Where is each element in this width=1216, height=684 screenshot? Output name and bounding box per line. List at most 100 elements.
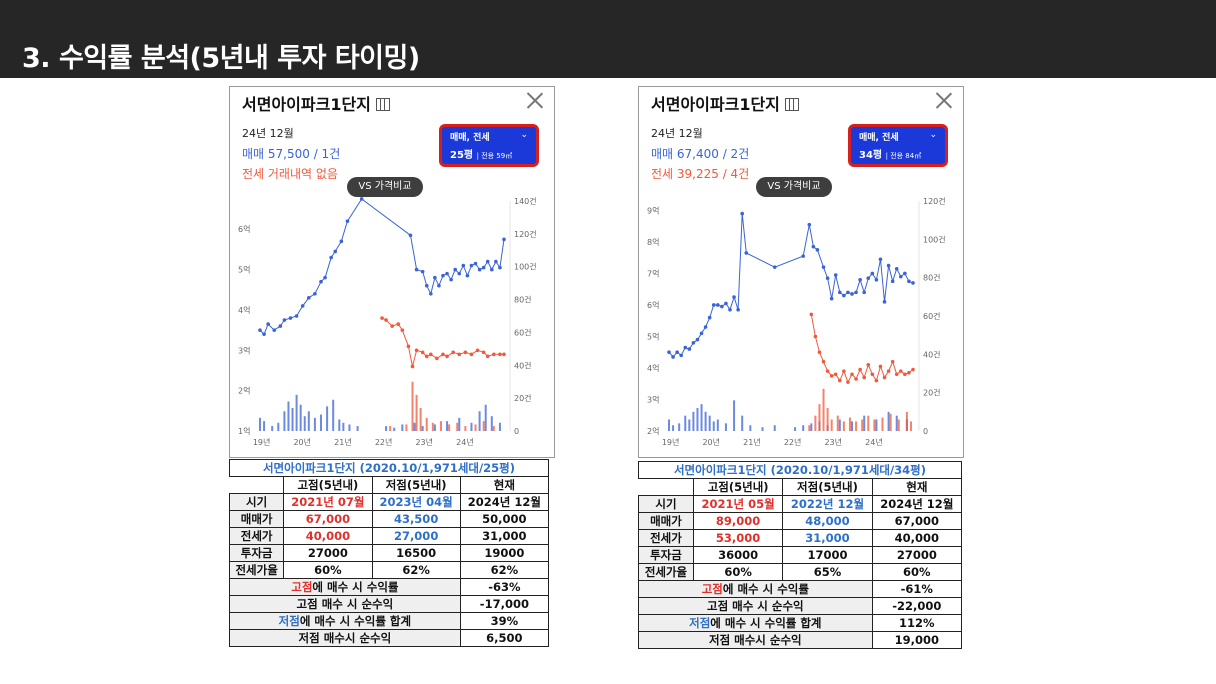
price-point (457, 271, 462, 276)
y-right-tick-label: 80건 (514, 295, 532, 305)
volume-bar (456, 422, 459, 431)
volume-bar (419, 408, 422, 431)
volume-bar (415, 394, 418, 431)
price-point (842, 369, 846, 373)
high-buy-value: -63% (459, 578, 550, 596)
compare-price-button[interactable]: VS 가격비교 (347, 177, 423, 197)
table-caption: 서면아이파크1단지 (2020.10/1,971세대/25평) (229, 459, 549, 477)
volume-bar (708, 415, 711, 431)
y-right-tick-label: 40건 (514, 360, 532, 370)
y-right-tick-label: 60건 (923, 311, 941, 321)
volume-bar (830, 419, 833, 431)
header-bar: 3. 수익률 분석(5년내 투자 타이밍) (0, 0, 1216, 78)
trade-type-selector[interactable]: 매매, 전세 ⌄ 34평 | 전용 84㎡ (848, 124, 948, 167)
price-point (451, 350, 455, 355)
trade-type-selector[interactable]: 매매, 전세 ⌄ 25평 | 전용 59㎡ (439, 124, 539, 167)
price-point (494, 259, 498, 264)
price-point (498, 265, 502, 270)
price-point (469, 352, 474, 357)
close-icon[interactable] (935, 91, 953, 109)
rent-summary: 전세 거래내역 없음 (242, 167, 338, 181)
close-icon[interactable] (526, 91, 544, 109)
price-point (502, 352, 506, 357)
invest-high: 27000 (283, 544, 373, 562)
volume-bar (867, 415, 870, 431)
price-point (282, 318, 287, 322)
volume-bar (393, 427, 396, 431)
price-point (400, 328, 405, 332)
ratio-low: 62% (371, 561, 461, 579)
volume-bar (838, 419, 841, 431)
volume-bar (684, 415, 687, 431)
price-point (473, 261, 478, 266)
low-buy-rest: 에 매수 시 수익률 합계 (710, 616, 822, 630)
low-word: 저점 (278, 614, 300, 628)
chevron-down-icon: ⌄ (520, 130, 528, 140)
ratio-low: 65% (782, 563, 873, 581)
price-point (272, 328, 277, 332)
price-point (703, 325, 708, 329)
volume-bar (401, 424, 404, 431)
volume-bar (773, 425, 776, 431)
y-right-tick-label: 100건 (923, 234, 946, 244)
y-right-tick-label: 20건 (514, 393, 532, 403)
low-profit-label: 저점 매수시 순수익 (229, 629, 461, 647)
price-point (687, 347, 692, 351)
volume-bar (320, 414, 322, 431)
volume-bar (749, 425, 752, 431)
compare-price-button[interactable]: VS 가격비교 (756, 177, 832, 197)
price-point (882, 375, 887, 380)
price-point (707, 315, 712, 320)
volume-bar (263, 421, 266, 431)
low-buy-value: 39% (459, 612, 550, 630)
invest-now: 27000 (871, 546, 963, 564)
price-point (345, 219, 350, 223)
map-icon[interactable] (784, 98, 799, 111)
card-title: 서면아이파크1단지 (651, 91, 799, 115)
price-point (420, 350, 425, 355)
invest-now: 19000 (459, 544, 550, 562)
volume-bar (873, 419, 876, 431)
rent-high: 40,000 (283, 527, 373, 545)
high-profit-value: -17,000 (459, 595, 550, 613)
high-buy-label: 고점에 매수 시 수익률 (638, 580, 873, 598)
price-point (420, 269, 425, 274)
price-point (874, 378, 879, 383)
y-right-tick-label: 120건 (514, 229, 537, 239)
price-point (744, 251, 749, 255)
volume-bar (259, 417, 261, 431)
row-label-sale: 매매가 (228, 510, 285, 528)
y-left-tick-label: 4억 (647, 363, 659, 373)
price-point (811, 244, 816, 249)
header-now: 현재 (871, 478, 963, 496)
price-point (899, 274, 903, 279)
price-point (807, 222, 812, 227)
volume-bar (348, 424, 351, 431)
price-point (728, 307, 732, 312)
price-point (414, 348, 419, 353)
price-point (313, 292, 317, 296)
volume-bar (295, 394, 298, 431)
price-point (429, 292, 433, 296)
price-point (424, 354, 429, 359)
low-profit-value: 6,500 (459, 629, 550, 647)
price-point (288, 316, 293, 320)
period-now: 2024년 12월 (871, 495, 963, 513)
price-point (461, 263, 466, 268)
volume-bar (470, 422, 473, 431)
map-icon[interactable] (375, 98, 390, 111)
x-tick-label: 21년 (334, 437, 352, 447)
row-label-invest: 투자금 (638, 546, 694, 564)
price-point (695, 337, 700, 342)
y-right-tick-label: 60건 (514, 327, 532, 337)
rent-low: 31,000 (782, 529, 873, 547)
volume-bar (405, 424, 408, 431)
invest-high: 36000 (692, 546, 784, 564)
y-left-tick-label: 1억 (238, 426, 250, 436)
price-point (445, 271, 449, 276)
price-point (907, 370, 911, 375)
x-tick-label: 20년 (702, 437, 720, 447)
header-high: 고점(5년내) (692, 478, 784, 496)
price-point (874, 277, 879, 282)
price-point (821, 359, 826, 364)
